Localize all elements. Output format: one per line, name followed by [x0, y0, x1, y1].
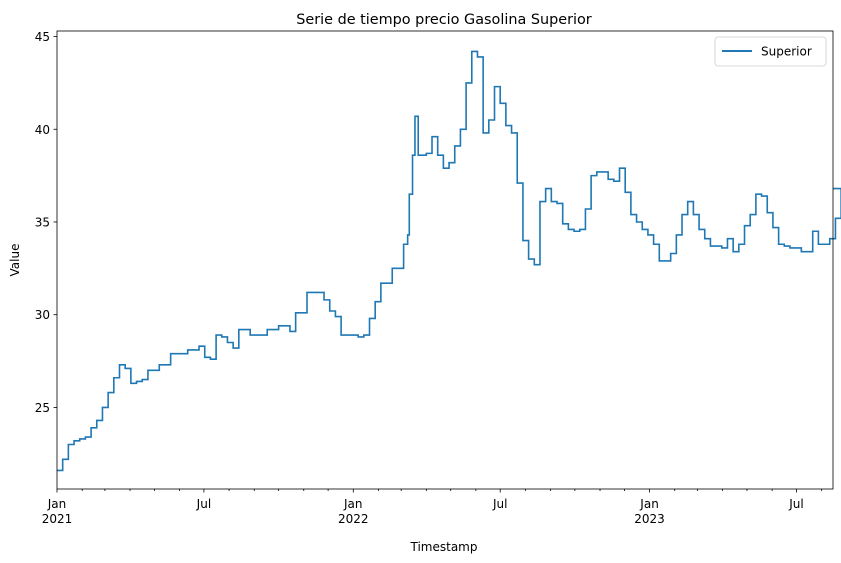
x-axis-label: Timestamp — [410, 540, 478, 554]
x-tick-label: Jul — [788, 497, 803, 511]
chart-title: Serie de tiempo precio Gasolina Superior — [296, 12, 592, 28]
y-axis: 25 30 35 40 45 — [35, 30, 57, 415]
y-tick-label: 35 — [35, 215, 50, 229]
x-tick-label: Jan — [343, 497, 363, 511]
y-tick-label: 40 — [35, 123, 50, 137]
axes-frame — [56, 30, 834, 490]
legend: Superior — [714, 36, 827, 67]
x-tick-year-label: 2021 — [42, 512, 73, 526]
x-tick-label: Jan — [639, 497, 659, 511]
x-tick-year-label: 2023 — [634, 512, 665, 526]
plot-area — [56, 30, 841, 490]
legend-label-superior: Superior — [761, 45, 812, 59]
x-tick-label: Jul — [196, 497, 211, 511]
series-line-superior — [57, 50, 841, 472]
y-tick-label: 25 — [35, 401, 50, 415]
y-axis-label: Value — [8, 244, 22, 277]
y-tick-label: 30 — [35, 308, 50, 322]
x-tick-year-label: 2022 — [338, 512, 369, 526]
x-tick-label: Jan — [47, 497, 67, 511]
series-layer — [57, 50, 841, 472]
legend-box — [714, 36, 827, 67]
x-tick-label: Jul — [492, 497, 507, 511]
y-tick-label: 45 — [35, 30, 50, 44]
